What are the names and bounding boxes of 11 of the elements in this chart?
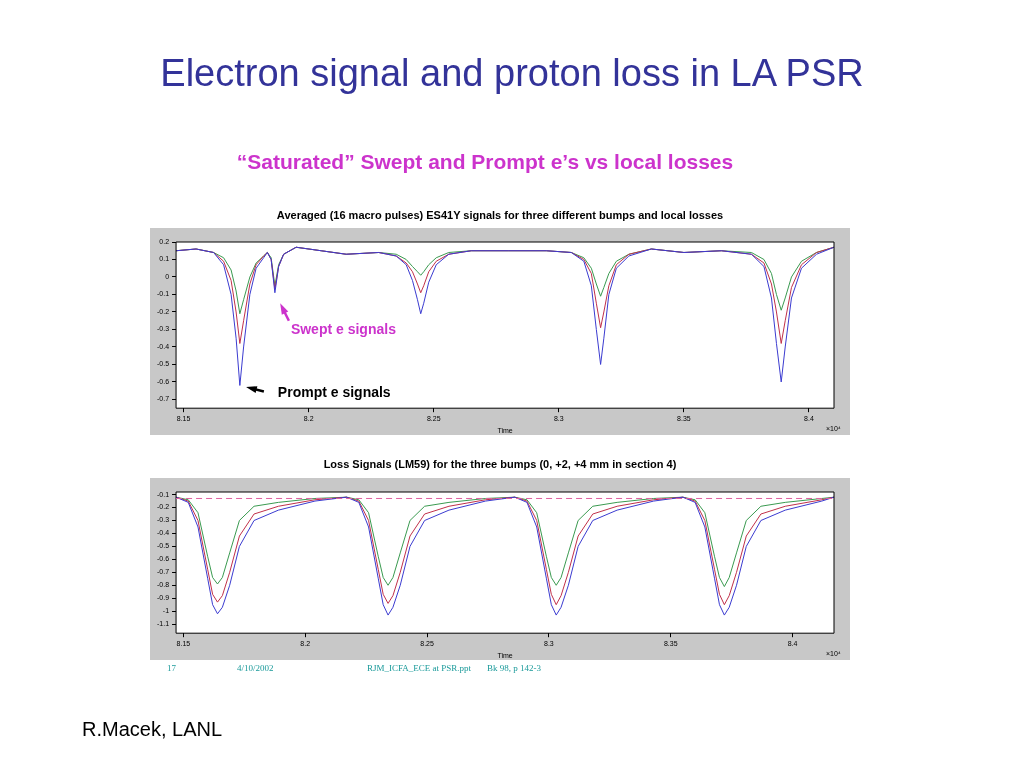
annotation: Swept e signals [290, 320, 397, 337]
chart-title: Electron signal and proton loss in LA PSR [159, 52, 865, 95]
chart-title: Loss Signals (LM59) for the three bumps (0, +2, +4 mm in section 4) [322, 458, 678, 470]
text: Bk 98, p 142-3 [487, 663, 541, 673]
chart-subtitle: “Saturated” Swept and Prompt e’s vs local losses [235, 150, 735, 174]
text: Averaged (16 macro pulses) ES41Y signals for three different bumps and local losses [275, 209, 725, 221]
text: 17 [167, 663, 176, 673]
text: 4/10/2002 [237, 663, 274, 673]
text: RJM_ICFA_ECE at PSR.ppt [367, 663, 472, 673]
annotation: Prompt e signals [277, 384, 391, 401]
text: R.Macek, LANL [82, 718, 223, 741]
